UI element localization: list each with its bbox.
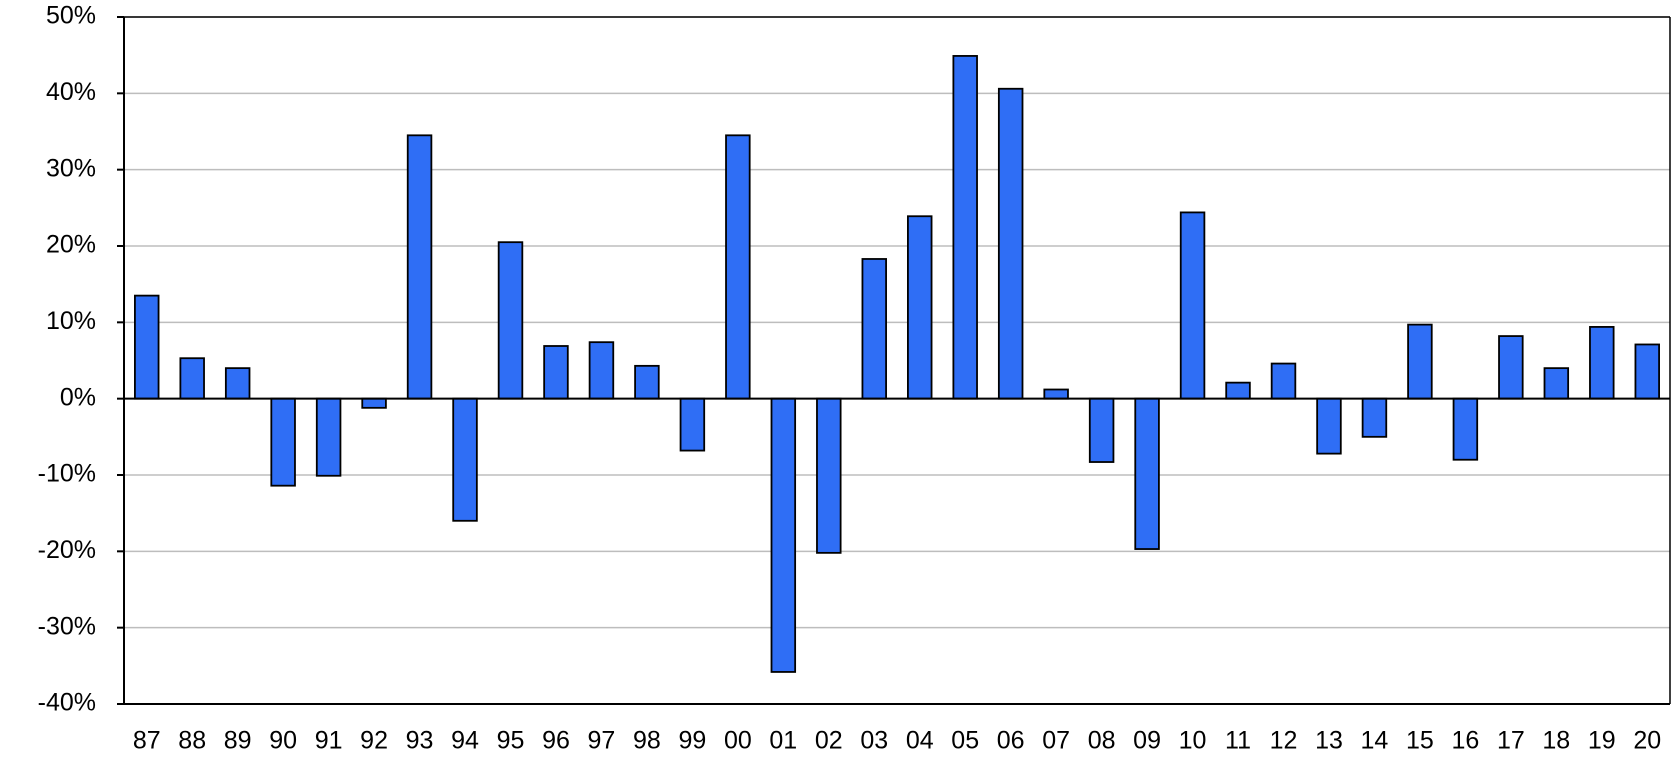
bar [1134,397,1160,550]
y-tick-label: -30% [38,612,96,640]
y-tick-label: -20% [38,536,96,564]
x-tick-label: 14 [1361,727,1389,755]
y-tick-label: 20% [46,231,96,259]
x-tick-label: 05 [951,727,979,755]
bar [1316,397,1342,455]
x-tick-label: 03 [860,727,888,755]
bar [997,87,1024,400]
bar [1634,343,1660,400]
bar [361,397,387,409]
bar [1043,388,1069,400]
x-tick-label: 93 [406,727,434,755]
bar [224,367,251,400]
x-tick-label: 01 [769,727,797,755]
x-tick-label: 12 [1270,727,1298,755]
x-tick-label: 09 [1133,727,1161,755]
bar [588,341,615,400]
x-tick-label: 11 [1225,727,1251,755]
x-tick-label: 17 [1497,727,1525,755]
x-tick-label: 10 [1179,727,1207,755]
x-tick-label: 18 [1542,727,1570,755]
x-tick-label: 07 [1042,727,1070,755]
bar [1407,323,1433,400]
bar [270,397,296,487]
x-tick-label: 97 [588,727,616,755]
x-tick-label: 89 [224,727,252,755]
x-tick-label: 87 [133,727,161,755]
y-tick-label: 40% [46,78,96,106]
bar [1225,381,1251,400]
bar [406,134,433,400]
y-tick-label: 0% [60,383,96,411]
y-tick-label: -10% [38,460,96,488]
x-tick-label: 15 [1406,727,1434,755]
x-tick-label: 88 [178,727,206,755]
bar [1498,335,1524,400]
x-tick-label: 90 [269,727,297,755]
bar [1088,397,1115,463]
bar [952,55,978,400]
bar [725,134,751,400]
x-tick-label: 92 [360,727,388,755]
bar [634,364,660,400]
x-tick-label: 91 [315,727,343,755]
bar [497,241,524,400]
x-tick-label: 00 [724,727,752,755]
x-tick-label: 06 [997,727,1025,755]
bar [770,397,797,673]
x-tick-label: 02 [815,727,843,755]
x-tick-label: 04 [906,727,934,755]
bar [679,397,706,452]
x-tick-label: 13 [1315,727,1343,755]
bar [861,258,887,400]
x-tick-label: 98 [633,727,661,755]
bar [134,294,160,400]
y-tick-label: -40% [38,689,96,717]
bar [1361,397,1388,438]
x-tick-label: 19 [1588,727,1616,755]
bar [452,397,478,522]
x-tick-label: 94 [451,727,479,755]
x-tick-label: 95 [497,727,525,755]
y-tick-label: 50% [46,2,96,30]
bar [543,345,569,400]
bar [179,357,205,400]
y-tick-label: 10% [46,307,96,335]
x-tick-label: 99 [678,727,706,755]
y-tick-label: 30% [46,154,96,182]
bar [1543,367,1570,400]
bar [315,397,342,477]
bar [1179,211,1206,400]
x-tick-label: 20 [1633,727,1661,755]
bar [907,215,933,400]
x-tick-label: 96 [542,727,570,755]
bar [1589,326,1615,400]
bar [1270,362,1297,400]
bar [1452,397,1479,461]
bar [816,397,842,554]
x-tick-label: 16 [1451,727,1479,755]
x-tick-label: 08 [1088,727,1116,755]
